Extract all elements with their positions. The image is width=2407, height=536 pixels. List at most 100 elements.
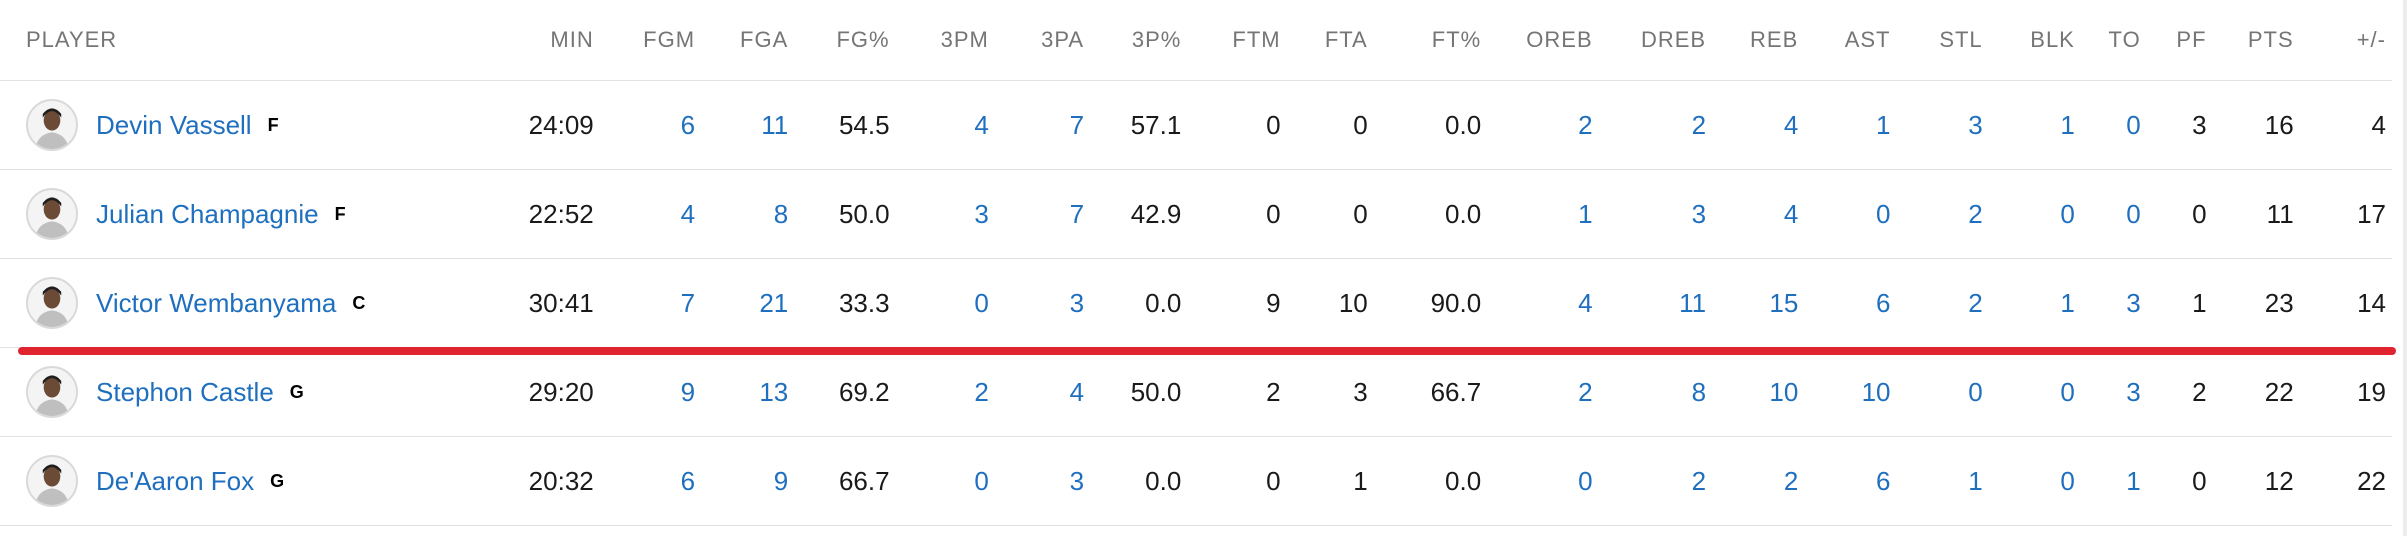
- stat-reb[interactable]: 2: [1712, 436, 1805, 526]
- stat-ast[interactable]: 10: [1804, 347, 1897, 437]
- player-name-link[interactable]: De'Aaron Fox: [96, 465, 255, 496]
- stat-dreb[interactable]: 11: [1598, 258, 1713, 348]
- stat-ast[interactable]: 6: [1804, 436, 1897, 526]
- stat-3pa[interactable]: 3: [994, 436, 1091, 526]
- column-header-dreb[interactable]: DREB: [1598, 0, 1713, 81]
- stat-fgm[interactable]: 6: [599, 80, 702, 170]
- starters-divider-line: [18, 347, 2396, 355]
- table-body: Devin Vassell F 24:09 6 11 54.5 4 7 57.1 0 0 0.0 2 2 4…: [0, 80, 2392, 526]
- stat-oreb[interactable]: 0: [1487, 436, 1599, 526]
- stat-stl[interactable]: 0: [1896, 347, 1989, 437]
- column-header-3pa[interactable]: 3PA: [994, 0, 1091, 81]
- column-header-fta[interactable]: FTA: [1286, 0, 1374, 81]
- stat-to[interactable]: 0: [2080, 80, 2147, 170]
- stat-blk[interactable]: 1: [1988, 80, 2081, 170]
- stat-stl[interactable]: 3: [1896, 80, 1989, 170]
- stat-oreb[interactable]: 1: [1487, 169, 1599, 259]
- stat-3pm[interactable]: 0: [895, 436, 995, 526]
- stat-stl[interactable]: 2: [1896, 169, 1989, 259]
- stat-fga[interactable]: 13: [701, 347, 795, 437]
- stat-3pm[interactable]: 0: [895, 258, 995, 348]
- stat-fgm[interactable]: 6: [599, 436, 702, 526]
- stat-3pm[interactable]: 3: [895, 169, 995, 259]
- column-header-fga[interactable]: FGA: [701, 0, 795, 81]
- stat-3pm[interactable]: 2: [895, 347, 995, 437]
- stat-3pa[interactable]: 7: [994, 169, 1091, 259]
- stat-blk[interactable]: 0: [1988, 436, 2081, 526]
- player-headshot[interactable]: [26, 99, 78, 151]
- stat-ast[interactable]: 0: [1804, 169, 1897, 259]
- stat-fta: 1: [1286, 436, 1374, 526]
- column-header-fgm[interactable]: FGM: [599, 0, 702, 81]
- column-header-ftm[interactable]: FTM: [1187, 0, 1287, 81]
- stat-ft-pct: 90.0: [1373, 258, 1488, 348]
- stat-stl[interactable]: 2: [1896, 258, 1989, 348]
- column-header-player[interactable]: PLAYER: [0, 0, 503, 81]
- stat-reb[interactable]: 4: [1712, 80, 1805, 170]
- stat-to[interactable]: 1: [2080, 436, 2147, 526]
- stat-dreb[interactable]: 2: [1598, 80, 1713, 170]
- stat-oreb[interactable]: 4: [1487, 258, 1599, 348]
- column-header-pts[interactable]: PTS: [2212, 0, 2300, 81]
- player-headshot[interactable]: [26, 366, 78, 418]
- column-header-plus-minus[interactable]: +/-: [2299, 0, 2392, 81]
- stat-blk[interactable]: 0: [1988, 169, 2081, 259]
- stat-reb[interactable]: 10: [1712, 347, 1805, 437]
- stat-oreb[interactable]: 2: [1487, 347, 1599, 437]
- column-header-pf[interactable]: PF: [2146, 0, 2213, 81]
- stat-to[interactable]: 0: [2080, 169, 2147, 259]
- player-headshot[interactable]: [26, 455, 78, 507]
- column-header-reb[interactable]: REB: [1712, 0, 1805, 81]
- column-header-ast[interactable]: AST: [1804, 0, 1897, 81]
- player-headshot[interactable]: [26, 277, 78, 329]
- stat-fgm[interactable]: 4: [599, 169, 702, 259]
- stat-min: 30:41: [502, 258, 600, 348]
- stat-3pm[interactable]: 4: [895, 80, 995, 170]
- stat-reb[interactable]: 15: [1712, 258, 1805, 348]
- column-header-blk[interactable]: BLK: [1988, 0, 2081, 81]
- stat-fta: 0: [1286, 80, 1374, 170]
- stat-fga[interactable]: 21: [701, 258, 795, 348]
- stat-blk[interactable]: 1: [1988, 258, 2081, 348]
- player-name-link[interactable]: Stephon Castle: [96, 376, 274, 407]
- stat-pf: 1: [2146, 258, 2213, 348]
- stat-oreb[interactable]: 2: [1487, 80, 1599, 170]
- stat-fga[interactable]: 9: [701, 436, 795, 526]
- stat-dreb[interactable]: 8: [1598, 347, 1713, 437]
- column-header-fg-pct[interactable]: FG%: [794, 0, 896, 81]
- column-header-oreb[interactable]: OREB: [1487, 0, 1599, 81]
- player-cell: Julian Champagnie F: [0, 169, 503, 259]
- stat-fgm[interactable]: 7: [599, 258, 702, 348]
- stat-ast[interactable]: 6: [1804, 258, 1897, 348]
- stat-fga[interactable]: 8: [701, 169, 795, 259]
- stat-fga[interactable]: 11: [701, 80, 795, 170]
- stat-dreb[interactable]: 3: [1598, 169, 1713, 259]
- stat-3pa[interactable]: 4: [994, 347, 1091, 437]
- column-header-stl[interactable]: STL: [1896, 0, 1989, 81]
- column-header-min[interactable]: MIN: [502, 0, 600, 81]
- column-header-3pm[interactable]: 3PM: [895, 0, 995, 81]
- stat-fg-pct: 66.7: [794, 436, 896, 526]
- column-header-ft-pct[interactable]: FT%: [1373, 0, 1488, 81]
- table-header-row: PLAYER MIN FGM FGA FG% 3PM 3PA 3P% FTM F…: [0, 0, 2392, 81]
- player-name-link[interactable]: Julian Champagnie: [96, 198, 319, 229]
- stat-reb[interactable]: 4: [1712, 169, 1805, 259]
- stat-dreb[interactable]: 2: [1598, 436, 1713, 526]
- stat-to[interactable]: 3: [2080, 347, 2147, 437]
- stat-plus-minus: 17: [2299, 169, 2392, 259]
- stat-ast[interactable]: 1: [1804, 80, 1897, 170]
- player-info: Julian Champagnie F: [26, 188, 503, 240]
- player-info: Victor Wembanyama C: [26, 277, 503, 329]
- stat-3pa[interactable]: 7: [994, 80, 1091, 170]
- stat-blk[interactable]: 0: [1988, 347, 2081, 437]
- stat-fgm[interactable]: 9: [599, 347, 702, 437]
- stat-stl[interactable]: 1: [1896, 436, 1989, 526]
- player-name-link[interactable]: Victor Wembanyama: [96, 287, 337, 318]
- column-header-to[interactable]: TO: [2080, 0, 2147, 81]
- stat-plus-minus: 22: [2299, 436, 2392, 526]
- player-headshot[interactable]: [26, 188, 78, 240]
- column-header-3p-pct[interactable]: 3P%: [1090, 0, 1188, 81]
- stat-to[interactable]: 3: [2080, 258, 2147, 348]
- player-name-link[interactable]: Devin Vassell: [96, 109, 252, 140]
- stat-3pa[interactable]: 3: [994, 258, 1091, 348]
